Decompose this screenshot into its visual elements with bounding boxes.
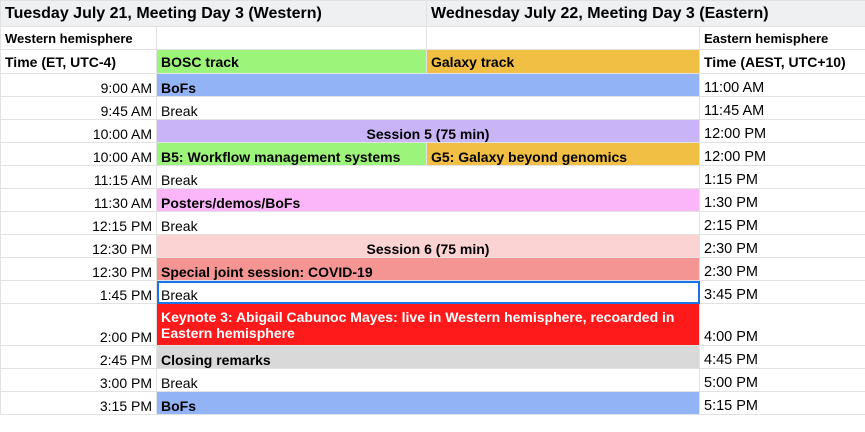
table-row: 3:15 PM BoFs 5:15 PM bbox=[0, 391, 865, 415]
schedule-sheet: Tuesday July 21, Meeting Day 3 (Western)… bbox=[0, 0, 865, 415]
table-row: 3:00 PM Break 5:00 PM bbox=[0, 368, 865, 392]
table-row: 2:00 PM Keynote 3: Abigail Cabunoc Mayes… bbox=[0, 303, 865, 346]
table-row: 12:15 PM Break 2:15 PM bbox=[0, 211, 865, 235]
west-time-cell[interactable]: 10:00 AM bbox=[0, 119, 157, 143]
west-time-cell[interactable]: 9:00 AM bbox=[0, 73, 157, 97]
table-row: 2:45 PM Closing remarks 4:45 PM bbox=[0, 345, 865, 369]
east-day-title[interactable]: Wednesday July 22, Meeting Day 3 (Easter… bbox=[425, 0, 865, 27]
time-east-header[interactable]: Time (AEST, UTC+10) bbox=[698, 49, 865, 74]
east-time-cell[interactable]: 12:00 PM bbox=[698, 119, 865, 143]
east-time-cell[interactable]: 11:45 AM bbox=[698, 96, 865, 120]
east-time-cell[interactable]: 1:15 PM bbox=[698, 165, 865, 189]
west-hemisphere-label[interactable]: Western hemisphere bbox=[0, 26, 157, 50]
table-row: 10:00 AM Session 5 (75 min) 12:00 PM bbox=[0, 119, 865, 143]
east-time-cell[interactable]: 5:15 PM bbox=[698, 391, 865, 415]
east-time-cell[interactable]: 2:15 PM bbox=[698, 211, 865, 235]
west-day-title[interactable]: Tuesday July 21, Meeting Day 3 (Western) bbox=[0, 0, 427, 27]
keynote-cell[interactable]: Keynote 3: Abigail Cabunoc Mayes: live i… bbox=[156, 303, 700, 346]
west-time-cell[interactable]: 9:45 AM bbox=[0, 96, 157, 120]
east-hemisphere-label[interactable]: Eastern hemisphere bbox=[698, 26, 865, 50]
posters-demos-bofs-cell[interactable]: Posters/demos/BoFs bbox=[156, 188, 700, 212]
break-cell[interactable]: Break bbox=[156, 165, 700, 189]
table-row: 12:30 PM Session 6 (75 min) 2:30 PM bbox=[0, 234, 865, 258]
west-time-cell[interactable]: 10:00 AM bbox=[0, 142, 157, 166]
session-5-cell[interactable]: Session 5 (75 min) bbox=[156, 119, 700, 143]
break-cell-selected[interactable]: Break bbox=[156, 280, 700, 304]
west-time-cell[interactable]: 2:45 PM bbox=[0, 345, 157, 369]
east-time-cell[interactable]: 2:30 PM bbox=[698, 234, 865, 258]
west-time-cell[interactable]: 12:30 PM bbox=[0, 257, 157, 281]
bofs-cell[interactable]: BoFs bbox=[156, 391, 700, 415]
table-row: 1:45 PM Break 3:45 PM bbox=[0, 280, 865, 304]
break-cell[interactable]: Break bbox=[156, 368, 700, 392]
table-row: 11:15 AM Break 1:15 PM bbox=[0, 165, 865, 189]
west-time-cell[interactable]: 1:45 PM bbox=[0, 280, 157, 304]
session-6-cell[interactable]: Session 6 (75 min) bbox=[156, 234, 700, 258]
bosc-track-header[interactable]: BOSC track bbox=[156, 49, 427, 74]
break-cell[interactable]: Break bbox=[156, 96, 700, 120]
east-time-cell[interactable]: 4:45 PM bbox=[698, 345, 865, 369]
west-time-cell[interactable]: 2:00 PM bbox=[0, 303, 157, 346]
bofs-cell[interactable]: BoFs bbox=[156, 73, 700, 97]
west-time-cell[interactable]: 11:30 AM bbox=[0, 188, 157, 212]
west-time-cell[interactable]: 3:15 PM bbox=[0, 391, 157, 415]
table-row: 11:30 AM Posters/demos/BoFs 1:30 PM bbox=[0, 188, 865, 212]
table-row: 12:30 PM Special joint session: COVID-19… bbox=[0, 257, 865, 281]
closing-remarks-cell[interactable]: Closing remarks bbox=[156, 345, 700, 369]
west-time-cell[interactable]: 11:15 AM bbox=[0, 165, 157, 189]
west-time-cell[interactable]: 12:15 PM bbox=[0, 211, 157, 235]
east-time-cell[interactable]: 11:00 AM bbox=[698, 73, 865, 97]
east-time-cell[interactable]: 1:30 PM bbox=[698, 188, 865, 212]
column-header-row: Time (ET, UTC-4) BOSC track Galaxy track… bbox=[0, 49, 865, 74]
empty-cell[interactable] bbox=[156, 26, 427, 50]
table-row: 9:00 AM BoFs 11:00 AM bbox=[0, 73, 865, 97]
galaxy-track-header[interactable]: Galaxy track bbox=[426, 49, 700, 74]
b5-workflow-cell[interactable]: B5: Workflow management systems bbox=[156, 142, 427, 166]
empty-cell[interactable] bbox=[426, 26, 700, 50]
east-time-cell[interactable]: 12:00 PM bbox=[698, 142, 865, 166]
covid-session-cell[interactable]: Special joint session: COVID-19 bbox=[156, 257, 700, 281]
east-time-cell[interactable]: 2:30 PM bbox=[698, 257, 865, 281]
east-time-cell[interactable]: 4:00 PM bbox=[698, 303, 865, 346]
east-time-cell[interactable]: 5:00 PM bbox=[698, 368, 865, 392]
hemisphere-row: Western hemisphere Eastern hemisphere bbox=[0, 26, 865, 50]
west-time-cell[interactable]: 12:30 PM bbox=[0, 234, 157, 258]
west-time-cell[interactable]: 3:00 PM bbox=[0, 368, 157, 392]
title-row: Tuesday July 21, Meeting Day 3 (Western)… bbox=[0, 0, 865, 27]
break-cell[interactable]: Break bbox=[156, 211, 700, 235]
east-time-cell[interactable]: 3:45 PM bbox=[698, 280, 865, 304]
table-row: 9:45 AM Break 11:45 AM bbox=[0, 96, 865, 120]
g5-galaxy-cell[interactable]: G5: Galaxy beyond genomics bbox=[426, 142, 700, 166]
table-row: 10:00 AM B5: Workflow management systems… bbox=[0, 142, 865, 166]
time-west-header[interactable]: Time (ET, UTC-4) bbox=[0, 49, 157, 74]
